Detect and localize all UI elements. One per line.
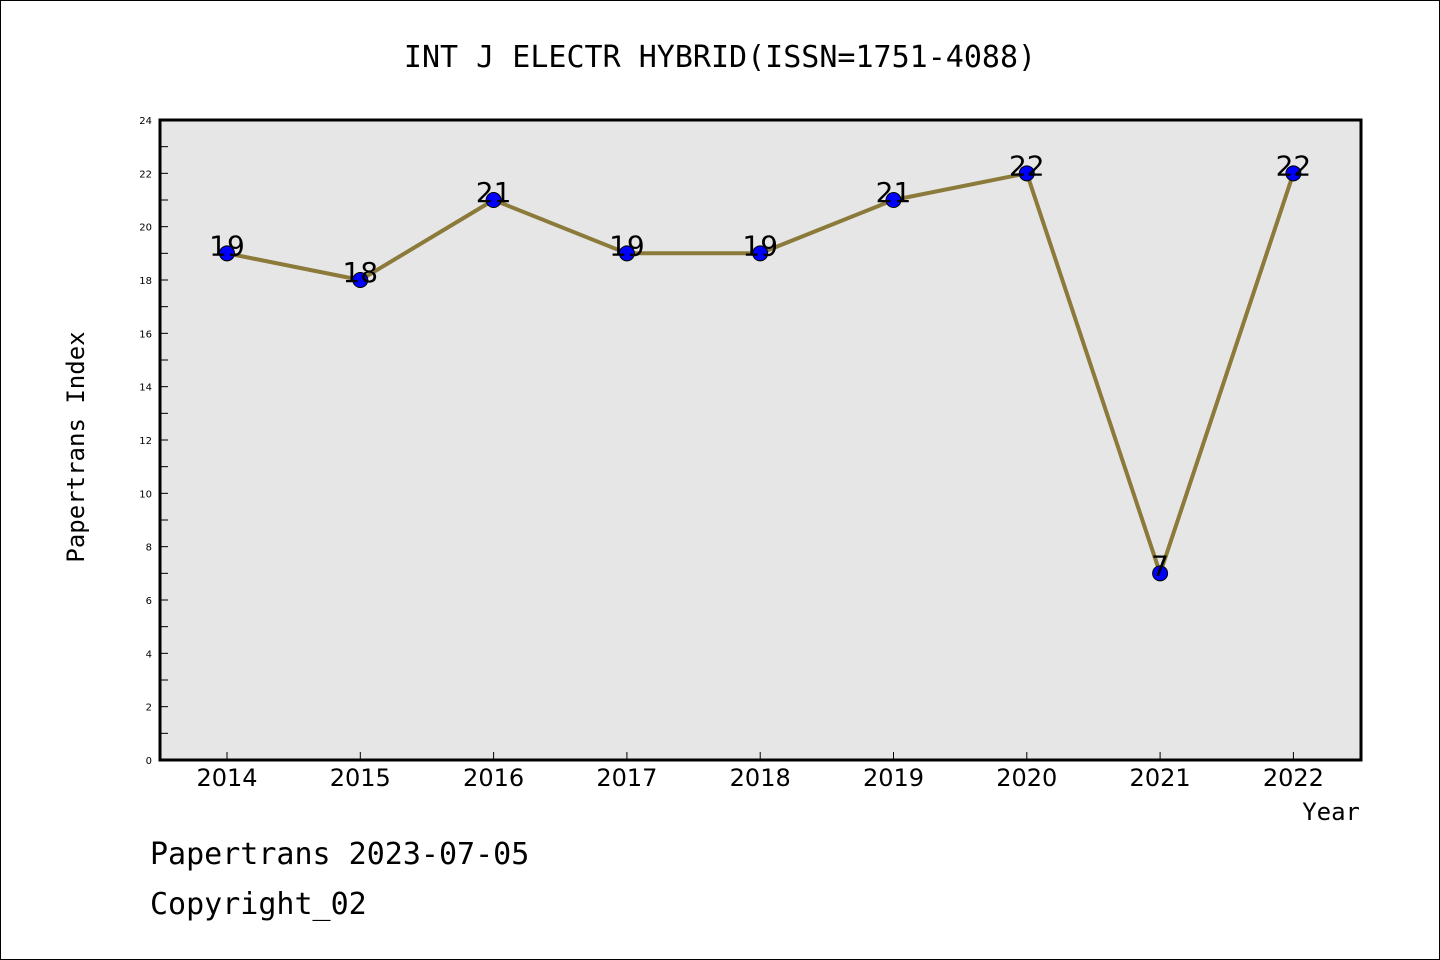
data-point <box>1018 165 1035 182</box>
y-tick-label: 12 <box>139 436 152 447</box>
x-tick-label: 2015 <box>330 764 391 792</box>
x-axis-label: Year <box>1302 798 1360 826</box>
data-label: 21 <box>876 176 912 209</box>
data-point <box>1152 565 1169 582</box>
data-labels: 19 18 21 19 19 21 22 7 22 <box>209 149 1311 582</box>
x-tick-label: 2022 <box>1263 764 1324 792</box>
y-tick-label: 22 <box>139 169 152 180</box>
footer-date: Papertrans 2023-07-05 <box>150 837 529 872</box>
chart-title: INT J ELECTR HYBRID(ISSN=1751-4088) <box>404 40 1036 75</box>
data-point <box>618 245 635 262</box>
data-label: 7 <box>1151 549 1169 582</box>
y-axis-label: Papertrans Index <box>62 331 90 562</box>
data-label: 22 <box>1276 149 1312 182</box>
x-tick-label: 2016 <box>463 764 524 792</box>
y-tick-label: 24 <box>139 116 152 127</box>
y-tick-label: 0 <box>146 756 152 767</box>
y-tick-label: 14 <box>139 383 152 394</box>
x-tick-label: 2018 <box>730 764 791 792</box>
x-axis: 2014 2015 2016 2017 2018 2019 2020 2021 2022 <box>196 752 1324 792</box>
data-label: 19 <box>742 229 778 262</box>
x-tick-label: 2014 <box>196 764 257 792</box>
data-label: 19 <box>209 229 245 262</box>
y-tick-label: 20 <box>139 223 152 234</box>
data-point <box>485 192 502 208</box>
data-label: 19 <box>609 229 645 262</box>
data-label: 22 <box>1009 149 1045 182</box>
y-tick-label: 18 <box>139 276 152 287</box>
footer-copyright: Copyright_02 <box>150 887 367 922</box>
x-tick-label: 2021 <box>1130 764 1191 792</box>
y-tick-label: 10 <box>139 489 152 500</box>
data-point <box>352 272 369 288</box>
data-point <box>1285 165 1302 182</box>
y-tick-label: 8 <box>146 543 152 554</box>
data-point <box>885 192 902 208</box>
data-point <box>752 245 769 262</box>
series-markers <box>219 165 1302 582</box>
x-tick-label: 2017 <box>596 764 657 792</box>
y-tick-label: 16 <box>139 329 152 340</box>
y-tick-label: 6 <box>146 596 152 607</box>
x-tick-label: 2020 <box>996 764 1057 792</box>
data-label: 21 <box>476 176 512 209</box>
data-label: 18 <box>342 256 378 289</box>
plot-area <box>160 120 1361 760</box>
y-tick-label: 2 <box>146 703 152 714</box>
x-tick-label: 2019 <box>863 764 924 792</box>
y-tick-label: 4 <box>146 649 152 660</box>
data-point <box>219 245 235 262</box>
